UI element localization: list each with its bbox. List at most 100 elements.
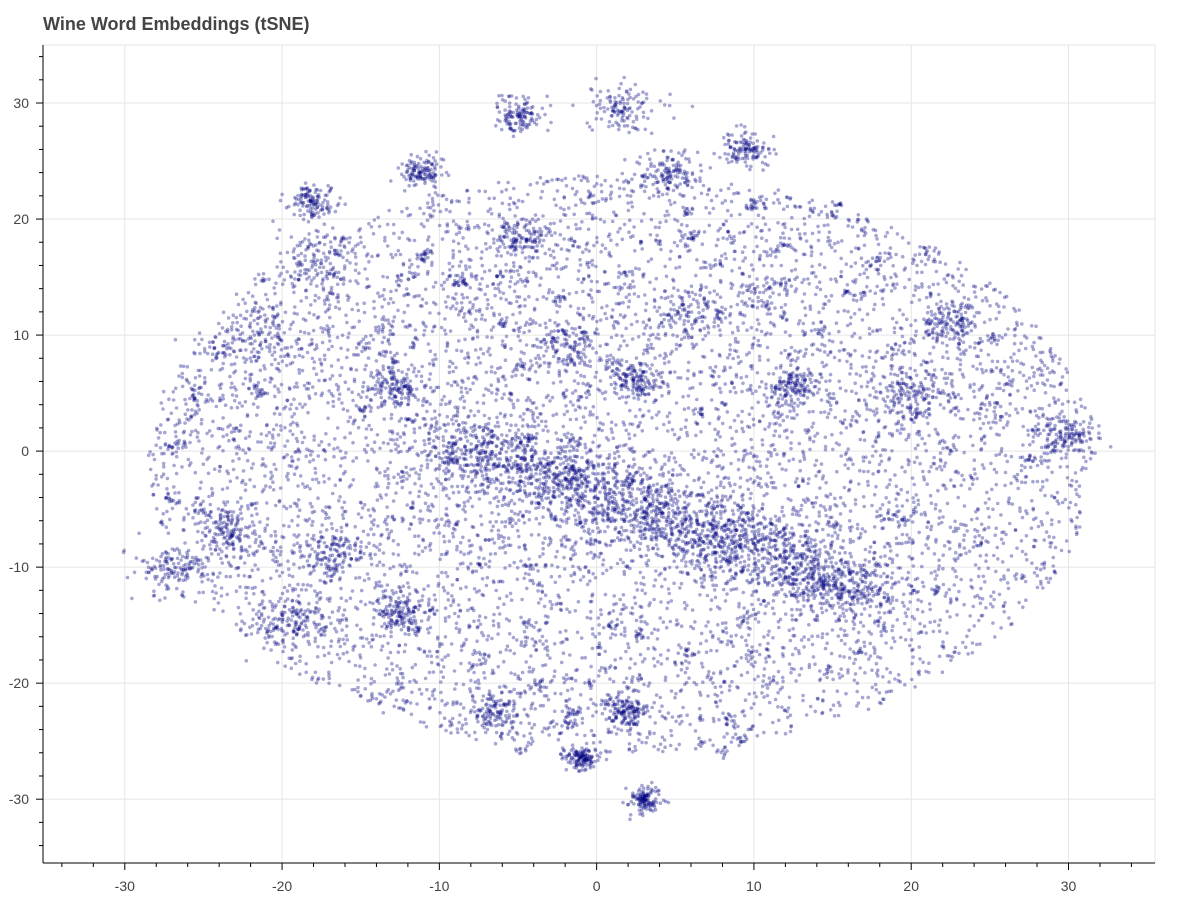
data-point	[431, 203, 436, 207]
data-point	[639, 619, 643, 624]
data-point	[595, 289, 600, 294]
data-point	[322, 653, 327, 658]
data-point	[486, 302, 490, 307]
data-point	[277, 390, 281, 394]
data-point	[432, 388, 437, 393]
data-point	[913, 318, 918, 323]
data-point	[444, 332, 448, 336]
data-point	[278, 412, 282, 417]
data-point	[1019, 463, 1024, 468]
data-point	[689, 491, 693, 496]
data-point	[754, 695, 759, 699]
data-point	[341, 613, 346, 617]
data-point	[538, 226, 542, 231]
data-point	[427, 441, 432, 446]
data-point	[512, 501, 517, 506]
data-point	[756, 213, 761, 218]
data-point	[469, 258, 473, 263]
data-point	[526, 192, 530, 197]
data-point	[499, 296, 503, 301]
data-point	[981, 421, 986, 426]
data-point	[917, 429, 922, 434]
data-point	[299, 587, 304, 592]
data-point	[819, 375, 824, 380]
data-point	[746, 224, 750, 229]
data-point	[971, 604, 976, 609]
data-point	[252, 318, 256, 323]
data-point	[555, 549, 559, 554]
data-point	[758, 464, 763, 468]
data-point	[580, 656, 584, 660]
data-point	[264, 423, 269, 428]
data-point	[456, 313, 461, 317]
data-point	[764, 464, 769, 469]
data-point	[314, 343, 319, 347]
data-point	[1064, 455, 1068, 460]
data-point	[850, 418, 854, 423]
data-point	[862, 438, 867, 443]
data-point	[729, 305, 733, 309]
data-point	[539, 345, 543, 350]
data-point	[343, 536, 348, 541]
data-point	[283, 444, 287, 448]
data-point	[1048, 545, 1053, 549]
data-point	[709, 607, 713, 612]
data-point	[833, 496, 837, 501]
data-point	[773, 429, 778, 433]
data-point	[658, 616, 662, 620]
data-point	[440, 398, 444, 402]
data-point	[643, 399, 648, 404]
data-point	[350, 249, 354, 254]
data-point	[823, 435, 828, 440]
data-point	[363, 367, 367, 372]
data-point	[883, 354, 887, 359]
data-point	[984, 368, 988, 373]
data-point	[573, 192, 578, 197]
data-point	[815, 618, 820, 622]
data-point	[981, 574, 986, 579]
data-point	[965, 529, 969, 533]
data-point	[714, 700, 718, 705]
data-point	[715, 704, 719, 709]
data-point	[398, 706, 403, 710]
data-point	[1075, 530, 1079, 535]
data-point	[603, 390, 608, 394]
data-point	[670, 503, 675, 508]
data-point	[346, 419, 351, 424]
data-point	[866, 707, 871, 712]
data-point	[1035, 479, 1040, 484]
data-point	[463, 517, 468, 522]
data-point	[185, 365, 190, 369]
data-point	[413, 481, 417, 486]
data-point	[972, 467, 977, 472]
data-point	[541, 552, 545, 556]
data-point	[870, 668, 874, 672]
data-point	[936, 292, 941, 297]
data-point	[297, 508, 302, 512]
data-point	[356, 425, 361, 430]
data-point	[483, 189, 488, 194]
data-point	[559, 538, 563, 543]
data-point	[853, 657, 858, 662]
data-point	[451, 369, 456, 374]
data-point	[762, 284, 766, 288]
data-point	[997, 381, 1001, 386]
data-point	[622, 339, 626, 343]
data-point	[865, 312, 870, 317]
data-point	[488, 353, 492, 357]
data-point	[466, 351, 470, 356]
data-point	[151, 492, 155, 497]
data-point	[420, 364, 425, 369]
data-point	[164, 525, 169, 529]
data-point	[603, 649, 607, 654]
data-point	[372, 518, 376, 522]
data-point	[428, 372, 433, 376]
data-point	[972, 389, 976, 394]
data-point	[200, 447, 205, 451]
data-point	[577, 483, 581, 488]
data-point	[882, 425, 886, 430]
data-point	[1045, 478, 1049, 482]
data-point	[709, 648, 713, 653]
data-point	[1032, 544, 1036, 549]
data-point	[425, 465, 430, 470]
